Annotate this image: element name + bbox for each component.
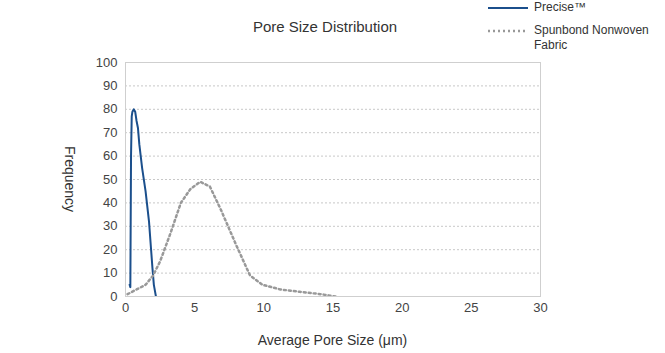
svg-text:20: 20 [103, 242, 117, 257]
svg-text:10: 10 [257, 300, 271, 315]
svg-text:40: 40 [103, 195, 117, 210]
svg-text:0: 0 [122, 300, 129, 315]
svg-text:80: 80 [103, 101, 117, 116]
svg-text:90: 90 [103, 78, 117, 93]
svg-text:50: 50 [103, 172, 117, 187]
html-text:Pore Size Distribution: Pore Size Distribution [252, 18, 398, 35]
svg-text:70: 70 [103, 125, 117, 140]
html-text:Frequency: Frequency [62, 145, 78, 213]
svg-text:30: 30 [103, 218, 117, 233]
svg-text:10: 10 [103, 265, 117, 280]
html-text:Precise™: Precise™ [534, 0, 586, 14]
svg-text:0: 0 [110, 289, 117, 304]
html-text:Spunbond Nonwoven Fabric: Spunbond Nonwoven Fabric [534, 23, 649, 52]
svg-text:30: 30 [533, 300, 547, 315]
svg-text:25: 25 [464, 300, 478, 315]
html-text:Average Pore Size (μm): Average Pore Size (μm) [257, 332, 408, 348]
svg-text:60: 60 [103, 148, 117, 163]
svg-text:20: 20 [395, 300, 409, 315]
svg-text:5: 5 [191, 300, 198, 315]
svg-text:15: 15 [326, 300, 340, 315]
svg-text:100: 100 [96, 55, 118, 70]
